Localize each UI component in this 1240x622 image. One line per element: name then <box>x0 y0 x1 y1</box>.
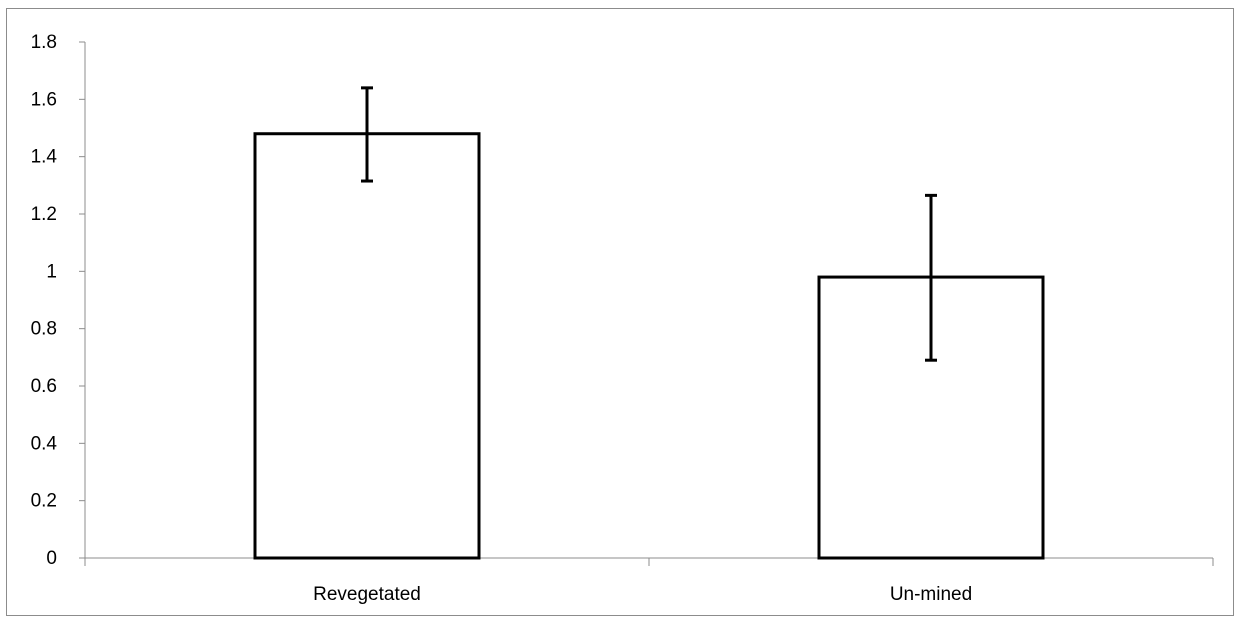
y-tick-label: 0.2 <box>31 491 57 512</box>
bar-revegetated <box>255 134 479 558</box>
y-axis: 0 0.2 0.4 0.6 0.8 1 1.2 1.4 1.6 1.8 <box>31 32 85 569</box>
y-tick-label: 1.8 <box>31 32 57 53</box>
y-tick-label: 0.8 <box>31 319 57 340</box>
y-tick-label: 0.4 <box>31 433 58 454</box>
y-tick-label: 1 <box>46 261 57 282</box>
x-tick-label: Revegetated <box>313 584 421 605</box>
y-tick-label: 0 <box>46 548 57 569</box>
bars <box>255 134 1043 558</box>
y-tick-label: 0.6 <box>31 376 57 397</box>
y-tick-label: 1.2 <box>31 204 57 225</box>
x-axis: Revegetated Un-mined <box>85 558 1213 605</box>
x-tick-label: Un-mined <box>890 584 972 605</box>
y-tick-label: 1.4 <box>31 147 58 168</box>
y-tick-label: 1.6 <box>31 89 57 110</box>
